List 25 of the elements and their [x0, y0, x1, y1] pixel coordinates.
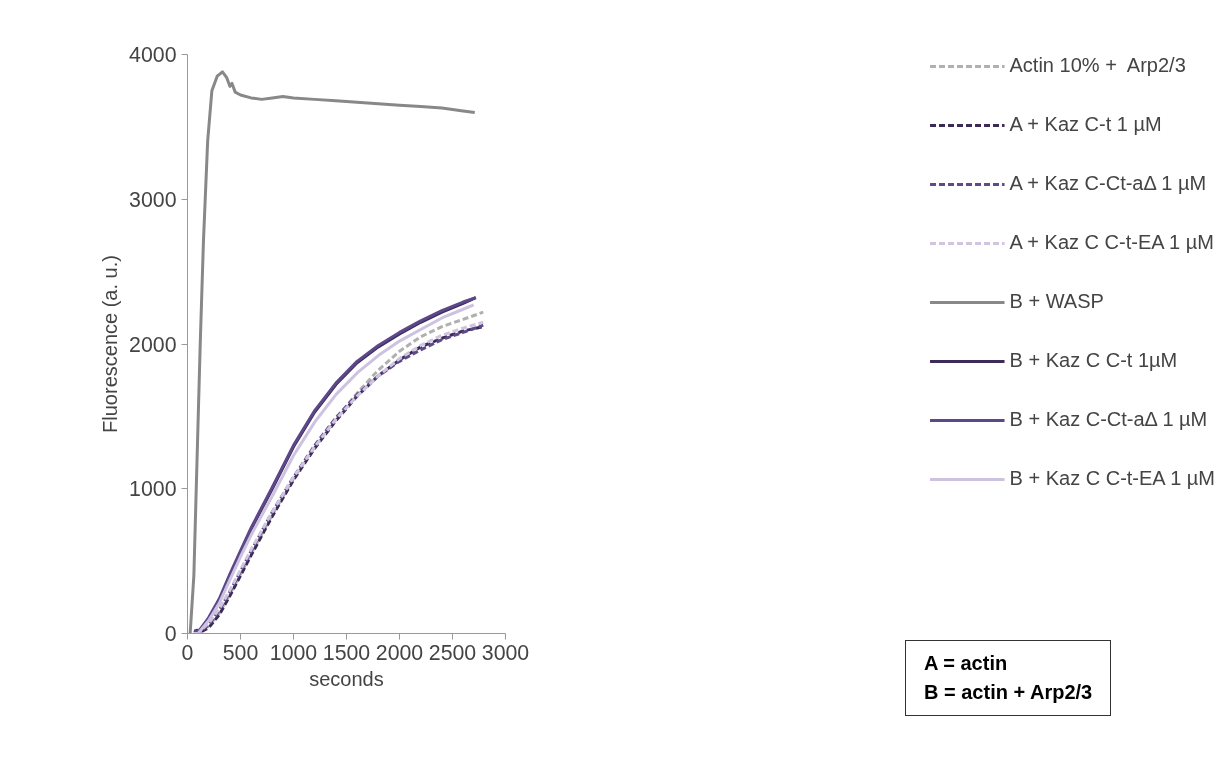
- y-tick-label: 4000: [129, 43, 177, 67]
- legend-label: Actin 10% + Arp2/3: [1009, 54, 1186, 77]
- legend-label: B + Kaz C C-t-EA 1 µM: [1009, 467, 1215, 490]
- line-series: [188, 70, 477, 634]
- legend-label: B + Kaz C C-t 1µM: [1009, 349, 1178, 372]
- legend-label: B + Kaz C-Ct-aΔ 1 µM: [1009, 408, 1208, 431]
- y-tick-label: 3000: [129, 187, 177, 212]
- legend-label: B + WASP: [1009, 290, 1104, 313]
- legend-label: A + Kaz C C-t-EA 1 µM: [1009, 231, 1214, 254]
- text: A = actin: [924, 652, 1008, 674]
- x-tick-label: 2500: [428, 640, 477, 665]
- y-tick-label: 0: [164, 622, 177, 646]
- x-tick-label: 1000: [269, 640, 318, 665]
- y-tick-label: 2000: [129, 332, 177, 357]
- y-tick-label: 1000: [129, 477, 177, 502]
- text: B = actin + Arp2/3: [924, 681, 1093, 703]
- x-tick-label: 1500: [322, 640, 371, 665]
- legend-label: A + Kaz C-Ct-aΔ 1 µM: [1009, 172, 1207, 195]
- legend-label: A + Kaz C-t 1 µM: [1009, 113, 1162, 136]
- y-axis-title: Fluorescence (a. u.): [99, 255, 122, 433]
- x-tick-label: 0: [181, 640, 194, 665]
- x-tick-label: 500: [222, 640, 259, 665]
- x-axis-title: seconds: [309, 667, 384, 690]
- x-tick-label: 2000: [375, 640, 424, 665]
- x-tick-label: 3000: [481, 640, 530, 665]
